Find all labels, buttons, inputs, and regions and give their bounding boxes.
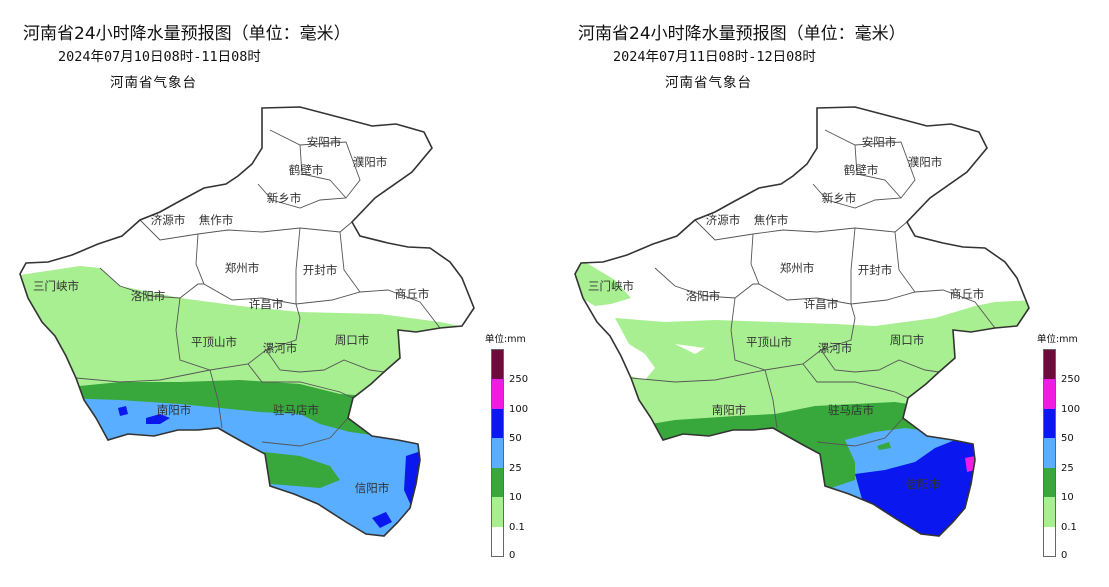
legend-swatch-50	[492, 409, 503, 438]
city-label-kaifeng: 开封市	[858, 263, 893, 277]
issuing-agency: 河南省气象台	[665, 75, 752, 91]
city-label-luoyang: 洛阳市	[686, 289, 721, 303]
city-label-zhumadian: 驻马店市	[828, 403, 874, 417]
city-label-pingdingshan: 平顶山市	[746, 335, 792, 349]
legend-label-25: 25	[509, 463, 522, 474]
legend-swatch-250	[1044, 350, 1055, 379]
no-rain-area	[575, 107, 1029, 536]
city-label-xinyang: 信阳市	[355, 481, 390, 495]
rainstorm-spot	[118, 406, 128, 416]
city-label-jiaozuo: 焦作市	[199, 213, 234, 227]
legend-label-0-1: 0.1	[509, 522, 525, 533]
precip-legend: 单位:mm 250 100 50 25 10 0.1 0	[485, 331, 541, 571]
legend-swatch-10	[492, 468, 503, 497]
city-label-anyang: 安阳市	[862, 135, 897, 149]
city-label-luohe: 漯河市	[818, 341, 853, 355]
city-label-jiyuan: 济源市	[151, 213, 186, 227]
heavy-rainstorm-spot	[965, 456, 975, 472]
legend-swatch-100	[1044, 379, 1055, 409]
legend-label-100: 100	[1061, 404, 1081, 415]
legend-swatch-50	[1044, 409, 1055, 438]
moderate-rain-pocket	[264, 452, 340, 488]
legend-swatch-0-1	[492, 497, 503, 527]
forecast-panel-day1: 河南省24小时降水量预报图（单位：毫米） 2024年07月10日08时-11日0…	[0, 0, 554, 587]
legend-colorbar	[1043, 349, 1056, 557]
city-label-luohe: 漯河市	[263, 341, 298, 355]
city-label-zhoukou: 周口市	[335, 333, 370, 347]
legend-label-100: 100	[509, 404, 529, 415]
forecast-period: 2024年07月10日08时-11日08时	[58, 49, 261, 65]
legend-label-50: 50	[509, 433, 522, 444]
city-label-xinxiang: 新乡市	[822, 191, 857, 205]
city-label-kaifeng: 开封市	[303, 263, 338, 277]
city-boundaries	[630, 129, 996, 447]
legend-label-0-1: 0.1	[1061, 522, 1077, 533]
city-label-zhoukou: 周口市	[890, 333, 925, 347]
legend-swatch-25	[492, 438, 503, 468]
legend-label-25: 25	[1061, 463, 1074, 474]
legend-unit: 单位:mm	[485, 334, 526, 345]
city-label-jiyuan: 济源市	[706, 213, 741, 227]
city-label-luoyang: 洛阳市	[131, 289, 166, 303]
map-title: 河南省24小时降水量预报图（单位：毫米）	[578, 24, 906, 44]
moderate-rain-spot	[877, 442, 891, 450]
city-label-xinyang: 信阳市	[906, 477, 941, 491]
legend-label-250: 250	[1061, 374, 1081, 385]
no-rain-gap	[675, 344, 705, 354]
rainstorm-area-nanyang	[146, 414, 170, 424]
city-label-anyang: 安阳市	[307, 135, 342, 149]
city-label-xuchang: 许昌市	[804, 297, 839, 311]
legend-label-0: 0	[509, 550, 516, 561]
city-label-puyang: 濮阳市	[353, 155, 388, 169]
city-label-zhumadian: 驻马店市	[273, 403, 319, 417]
city-label-zhengzhou: 郑州市	[780, 261, 815, 275]
city-label-zhengzhou: 郑州市	[225, 261, 260, 275]
legend-swatch-25	[1044, 438, 1055, 468]
precipitation-map: 安阳市 鹤壁市 濮阳市 新乡市 济源市 焦作市 三门峡市 郑州市 开封市 洛阳市…	[574, 106, 1030, 537]
city-label-pingdingshan: 平顶山市	[191, 335, 237, 349]
legend-unit: 单位:mm	[1037, 334, 1078, 345]
city-label-nanyang: 南阳市	[712, 403, 747, 417]
city-boundaries	[75, 129, 441, 447]
map-title: 河南省24小时降水量预报图（单位：毫米）	[23, 24, 351, 44]
legend-swatch-0	[492, 527, 503, 556]
city-label-puyang: 濮阳市	[908, 155, 943, 169]
legend-label-250: 250	[509, 374, 529, 385]
legend-swatch-100	[492, 379, 503, 409]
forecast-panel-day2: 河南省24小时降水量预报图（单位：毫米） 2024年07月11日08时-12日0…	[555, 0, 1109, 587]
city-label-jiaozuo: 焦作市	[754, 213, 789, 227]
rainstorm-area-south	[372, 512, 392, 528]
city-label-xuchang: 许昌市	[249, 297, 284, 311]
legend-label-10: 10	[509, 492, 522, 503]
city-label-shangqiu: 商丘市	[395, 287, 430, 301]
legend-label-10: 10	[1061, 492, 1074, 503]
legend-swatch-0	[1044, 527, 1055, 556]
legend-swatch-0-1	[1044, 497, 1055, 527]
legend-label-0: 0	[1061, 550, 1068, 561]
city-label-xinxiang: 新乡市	[267, 191, 302, 205]
city-label-sanmenxia: 三门峡市	[33, 279, 79, 293]
legend-swatch-250	[492, 350, 503, 379]
precip-legend: 单位:mm 250 100 50 25 10 0.1 0	[1037, 331, 1093, 571]
city-label-nanyang: 南阳市	[157, 403, 192, 417]
legend-swatch-10	[1044, 468, 1055, 497]
forecast-period: 2024年07月11日08时-12日08时	[613, 49, 816, 65]
light-rain-area-west	[575, 262, 631, 306]
city-label-sanmenxia: 三门峡市	[588, 279, 634, 293]
legend-label-50: 50	[1061, 433, 1074, 444]
city-label-shangqiu: 商丘市	[950, 287, 985, 301]
city-label-hebi: 鹤壁市	[289, 163, 324, 177]
precipitation-map: 安阳市 鹤壁市 濮阳市 新乡市 济源市 焦作市 三门峡市 郑州市 开封市 洛阳市…	[19, 106, 475, 537]
city-label-hebi: 鹤壁市	[844, 163, 879, 177]
issuing-agency: 河南省气象台	[110, 75, 197, 91]
legend-colorbar	[491, 349, 504, 557]
